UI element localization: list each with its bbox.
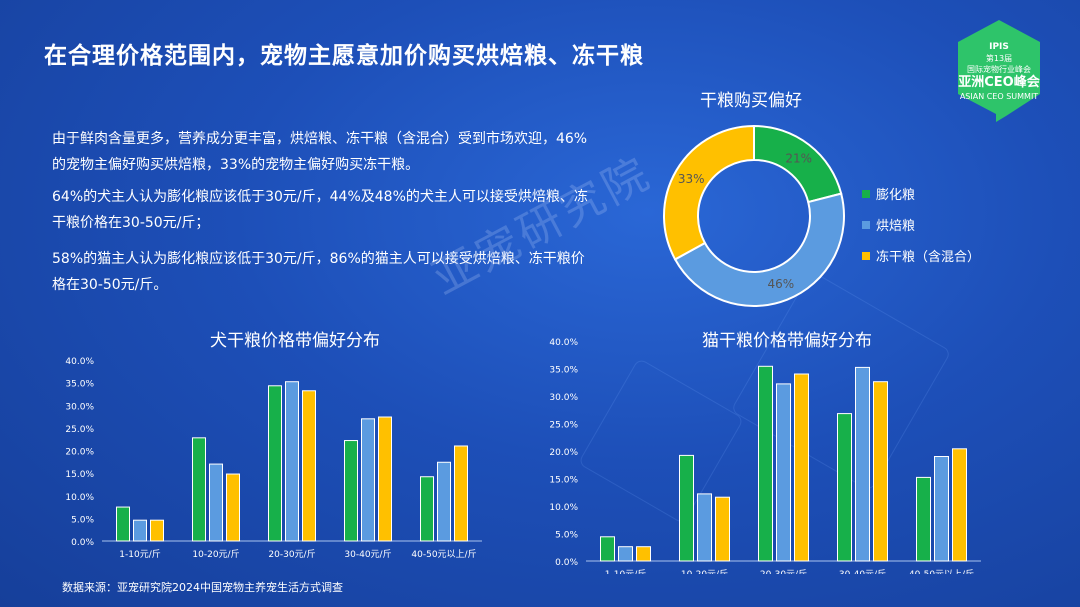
paragraph-2: 64%的犬主人认为膨化粮应该低于30元/斤，44%及48%的犬主人可以接受烘焙粮…: [52, 189, 588, 231]
pie-value-label: 21%: [785, 151, 812, 165]
bar: [934, 456, 949, 562]
x-tick-label: 40-50元以上/斤: [909, 569, 974, 574]
legend-swatch: [862, 251, 870, 260]
x-tick-label: 30-40元/斤: [839, 569, 886, 574]
bar: [776, 383, 791, 562]
bar: [361, 418, 375, 542]
y-tick-label: 30.0%: [65, 402, 94, 412]
bar: [837, 413, 852, 562]
y-tick-label: 35.0%: [549, 366, 578, 376]
bar: [873, 381, 888, 562]
pie-chart: 21% 46% 33%: [663, 124, 845, 307]
x-tick-label: 1-10元/斤: [119, 549, 160, 560]
y-tick-label: 40.0%: [65, 357, 94, 367]
x-tick-label: 10-20元/斤: [681, 569, 728, 574]
cat-bar-chart: 0.0% 5.0% 10.0% 15.0% 20.0% 25.0% 30.0% 35.0% 40…: [549, 338, 981, 574]
page-title: 在合理价格范围内，宠物主愿意加价购买烘焙粮、冻干粮: [44, 43, 644, 69]
y-tick-label: 5.0%: [71, 515, 94, 525]
legend-item-freeze-dried: 冻干粮（含混合）: [862, 240, 980, 271]
bar: [794, 373, 809, 562]
x-tick-label: 20-30元/斤: [760, 569, 807, 574]
cat-chart-title: 猫干粮价格带偏好分布: [702, 331, 872, 351]
badge-subtitle: 国际宠物行业峰会: [967, 65, 1031, 74]
y-tick-label: 0.0%: [555, 558, 578, 568]
y-tick-label: 10.0%: [549, 503, 578, 513]
badge-ipis: IPIS: [989, 42, 1009, 52]
y-tick-label: 35.0%: [65, 380, 94, 390]
paragraph-1: 由于鲜肉含量更多，营养成分更丰富，烘焙粮、冻干粮（含混合）受到市场欢迎，46%的…: [52, 131, 588, 173]
pie-value-label: 33%: [678, 172, 705, 186]
y-tick-label: 40.0%: [549, 338, 578, 348]
bar: [285, 381, 299, 542]
bar: [344, 440, 358, 542]
data-source: 数据来源：亚宠研究院2024中国宠物主养宠生活方式调查: [62, 581, 343, 594]
y-tick-label: 20.0%: [549, 448, 578, 458]
bar: [226, 473, 240, 542]
bar: [150, 519, 164, 542]
legend-label: 烘焙粮: [876, 219, 916, 234]
bar: [268, 385, 282, 542]
pie-chart-title: 干粮购买偏好: [700, 91, 802, 111]
x-tick-label: 1-10元/斤: [605, 569, 646, 574]
y-tick-label: 30.0%: [549, 393, 578, 403]
y-tick-label: 15.0%: [65, 470, 94, 480]
bar: [618, 546, 633, 562]
paragraph-3: 58%的猫主人认为膨化粮应该低于30元/斤，86%的猫主人可以接受烘焙粮、冻干粮…: [52, 251, 585, 293]
pie-slice: [663, 124, 755, 261]
pie-legend: 膨化粮 烘焙粮 冻干粮（含混合）: [862, 178, 980, 271]
bar: [378, 416, 392, 542]
legend-swatch: [862, 189, 870, 198]
legend-item-puffed: 膨化粮: [862, 178, 980, 209]
dog-chart-title: 犬干粮价格带偏好分布: [210, 331, 380, 351]
y-tick-label: 15.0%: [549, 476, 578, 486]
dog-bar-chart: 0.0% 5.0% 10.0% 15.0% 20.0% 25.0% 30.0% 35.0% 40…: [65, 357, 482, 560]
summit-logo: IPIS 第13届 国际宠物行业峰会 亚洲CEO峰会 ASIAN CEO SUM…: [954, 18, 1044, 122]
y-tick-label: 10.0%: [65, 493, 94, 503]
x-tick-label: 10-20元/斤: [192, 549, 239, 560]
legend-label: 膨化粮: [876, 188, 916, 203]
x-tick-label: 40-50元以上/斤: [411, 549, 476, 560]
bar: [636, 546, 651, 562]
x-tick-label: 30-40元/斤: [344, 549, 391, 560]
legend-item-baked: 烘焙粮: [862, 209, 980, 240]
bar: [420, 476, 434, 542]
bar: [600, 536, 615, 562]
bar: [192, 437, 206, 542]
legend-label: 冻干粮（含混合）: [876, 250, 981, 265]
bar: [855, 366, 870, 562]
bar: [116, 506, 130, 542]
y-tick-label: 25.0%: [65, 425, 94, 435]
bar: [302, 390, 316, 542]
bar: [697, 493, 712, 562]
pie-slice: [673, 192, 845, 307]
bar: [133, 519, 147, 542]
legend-swatch: [862, 220, 870, 229]
bar: [952, 448, 967, 562]
y-tick-label: 20.0%: [65, 448, 94, 458]
y-tick-label: 25.0%: [549, 421, 578, 431]
bar: [679, 454, 694, 562]
y-tick-label: 5.0%: [555, 531, 578, 541]
badge-edition: 第13届: [985, 54, 1013, 63]
bar: [916, 476, 931, 562]
bar: [454, 445, 468, 542]
bar: [758, 365, 773, 562]
pie-value-label: 46%: [768, 277, 795, 291]
x-tick-label: 20-30元/斤: [268, 549, 315, 560]
bar: [209, 463, 223, 542]
bar: [437, 461, 451, 542]
badge-name: 亚洲CEO峰会: [958, 75, 1040, 90]
bar: [715, 496, 730, 562]
y-tick-label: 0.0%: [71, 538, 94, 548]
badge-english: ASIAN CEO SUMMIT: [959, 92, 1039, 101]
